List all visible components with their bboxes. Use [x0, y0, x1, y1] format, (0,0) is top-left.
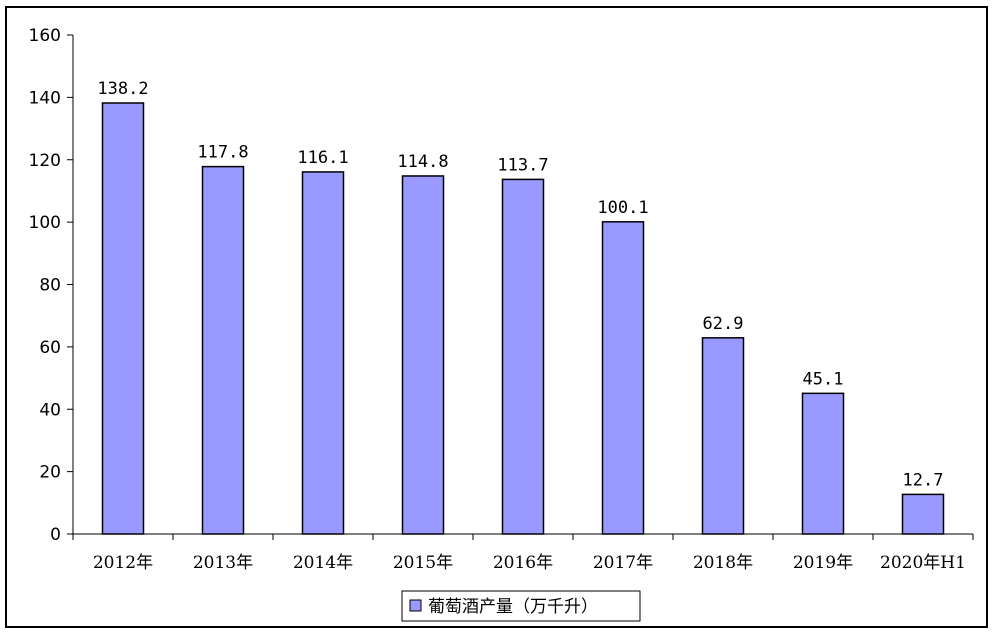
bar [401, 175, 445, 535]
y-tick-label: 100 [29, 213, 61, 233]
x-axis: 2012年 2013年 2014年 2015年 2016年 2017年 2018年 2019年… [72, 533, 974, 573]
y-tick-label: 20 [39, 463, 61, 483]
y-tick-label: 60 [39, 338, 61, 358]
x-tick-label: 2012年 [93, 553, 153, 573]
legend: 葡萄酒产量（万千升） [401, 590, 641, 622]
bar [701, 337, 745, 535]
x-tick-label: 2020年H1 [880, 553, 966, 573]
data-label: 114.8 [397, 152, 448, 172]
y-tick-label: 40 [39, 400, 61, 420]
data-label: 100.1 [597, 198, 648, 218]
data-label: 117.8 [197, 143, 248, 163]
y-tick-label: 140 [29, 88, 61, 108]
bars [101, 102, 945, 535]
x-tick-label: 2018年 [693, 553, 753, 573]
data-label: 113.7 [497, 155, 548, 175]
y-tick-label: 160 [29, 26, 61, 46]
legend-swatch [409, 599, 422, 612]
bar [101, 102, 145, 535]
x-tick-label: 2014年 [293, 553, 353, 573]
data-label: 116.1 [297, 148, 348, 168]
data-label: 138.2 [97, 79, 148, 99]
legend-label: 葡萄酒产量（万千升） [428, 597, 598, 617]
x-tick-label: 2017年 [593, 553, 653, 573]
data-label: 62.9 [703, 314, 744, 334]
x-tick-label: 2013年 [193, 553, 253, 573]
bar [501, 178, 545, 535]
y-tick-label: 120 [29, 151, 61, 171]
bar [201, 165, 245, 535]
x-tick-label: 2019年 [793, 553, 853, 573]
data-label: 45.1 [803, 369, 844, 389]
y-tick-label: 0 [50, 525, 61, 545]
data-label: 12.7 [903, 470, 944, 490]
data-labels: 138.2 117.8 116.1 114.8 113.7 100.1 62.9 45.1 12… [97, 79, 943, 490]
y-tick-label: 80 [39, 276, 61, 296]
bar [901, 493, 945, 535]
legend-box [401, 590, 641, 622]
x-tick-label: 2016年 [493, 553, 553, 573]
y-axis: 0 20 40 60 80 100 120 140 160 [29, 26, 74, 545]
x-tick-label: 2015年 [393, 553, 453, 573]
bar [801, 392, 845, 535]
bar [601, 221, 645, 535]
bar [301, 171, 345, 535]
